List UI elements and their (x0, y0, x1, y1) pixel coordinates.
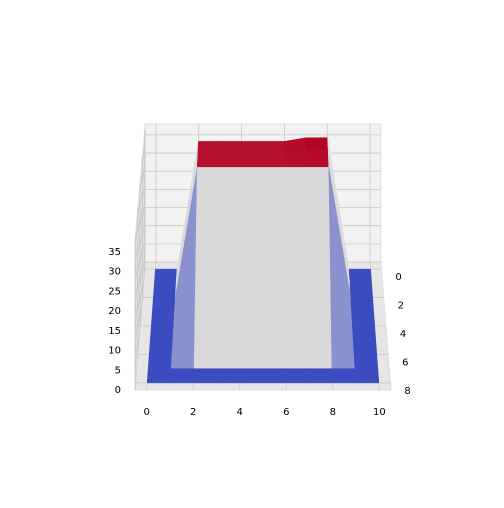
grid-line (134, 225, 146, 351)
surface-face (170, 368, 195, 384)
surface-face (308, 368, 333, 384)
grid-line (134, 134, 146, 252)
surface-face (196, 154, 220, 168)
z-tick-label: 35 (108, 247, 121, 258)
surface-face (305, 137, 329, 151)
z-tick-label: 15 (108, 326, 121, 337)
grid-line (134, 207, 146, 331)
y-tick-label: 0 (395, 272, 401, 283)
y-tick-label: 8 (404, 386, 410, 397)
x-tick-label: 0 (143, 407, 149, 418)
surface-face (216, 368, 287, 384)
grid-line (134, 189, 146, 312)
y-tick-label: 4 (400, 329, 406, 340)
surface-face (218, 154, 286, 168)
z-tick-label: 25 (108, 286, 121, 297)
grid-line (134, 261, 146, 391)
z-tick-label: 10 (108, 346, 121, 357)
surface-face (153, 283, 177, 298)
surface-face (348, 268, 372, 284)
z-tick-label: 5 (115, 365, 121, 376)
grid-line (134, 243, 146, 371)
y-tick-label: 6 (402, 357, 408, 368)
x-tick-label: 10 (373, 407, 386, 418)
surface-face (216, 167, 287, 369)
surface-face (349, 283, 373, 298)
grid-line (134, 153, 146, 272)
z-tick-label: 20 (108, 306, 121, 317)
surface-face (154, 268, 178, 284)
surface-face (146, 368, 172, 384)
surface-face (193, 167, 220, 369)
surface-face (354, 368, 380, 384)
z-tick-label: 30 (108, 267, 121, 278)
z-tick-label: 0 (115, 385, 121, 396)
surface-face (193, 368, 218, 384)
x-tick-label: 8 (330, 407, 336, 418)
surface-face (306, 167, 333, 369)
x-tick-label: 4 (237, 407, 243, 418)
surface-face (285, 368, 310, 384)
surface-face (197, 141, 221, 155)
surface-face (306, 150, 330, 168)
surface-face (331, 368, 356, 384)
surface-face (219, 141, 285, 155)
x-tick-label: 6 (283, 407, 289, 418)
y-tick-label: 2 (398, 301, 404, 312)
grid-line (134, 171, 146, 292)
x-tick-label: 2 (190, 407, 196, 418)
surface-face (284, 167, 310, 369)
